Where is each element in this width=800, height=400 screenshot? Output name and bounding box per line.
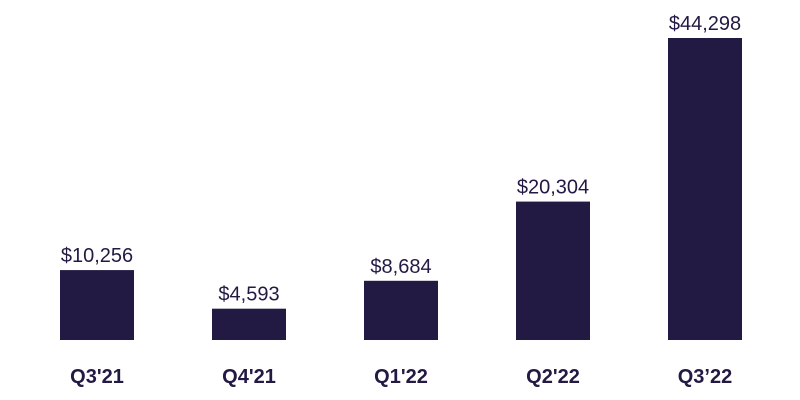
- data-label-5: $44,298: [669, 13, 741, 35]
- data-label-2: $4,593: [218, 284, 279, 306]
- bar-2: [212, 308, 286, 340]
- bar-3: [364, 280, 438, 340]
- x-tick-label-5: Q3’22: [678, 366, 732, 388]
- data-label-4: $20,304: [517, 177, 589, 199]
- bar-1: [60, 270, 134, 340]
- data-label-1: $10,256: [61, 245, 133, 267]
- bar-4: [516, 201, 590, 340]
- x-tick-label-4: Q2'22: [526, 366, 580, 388]
- x-tick-label-1: Q3'21: [70, 366, 124, 388]
- x-tick-label-2: Q4'21: [222, 366, 276, 388]
- data-label-3: $8,684: [370, 256, 431, 278]
- x-tick-label-3: Q1'22: [374, 366, 428, 388]
- bar-5: [668, 38, 742, 340]
